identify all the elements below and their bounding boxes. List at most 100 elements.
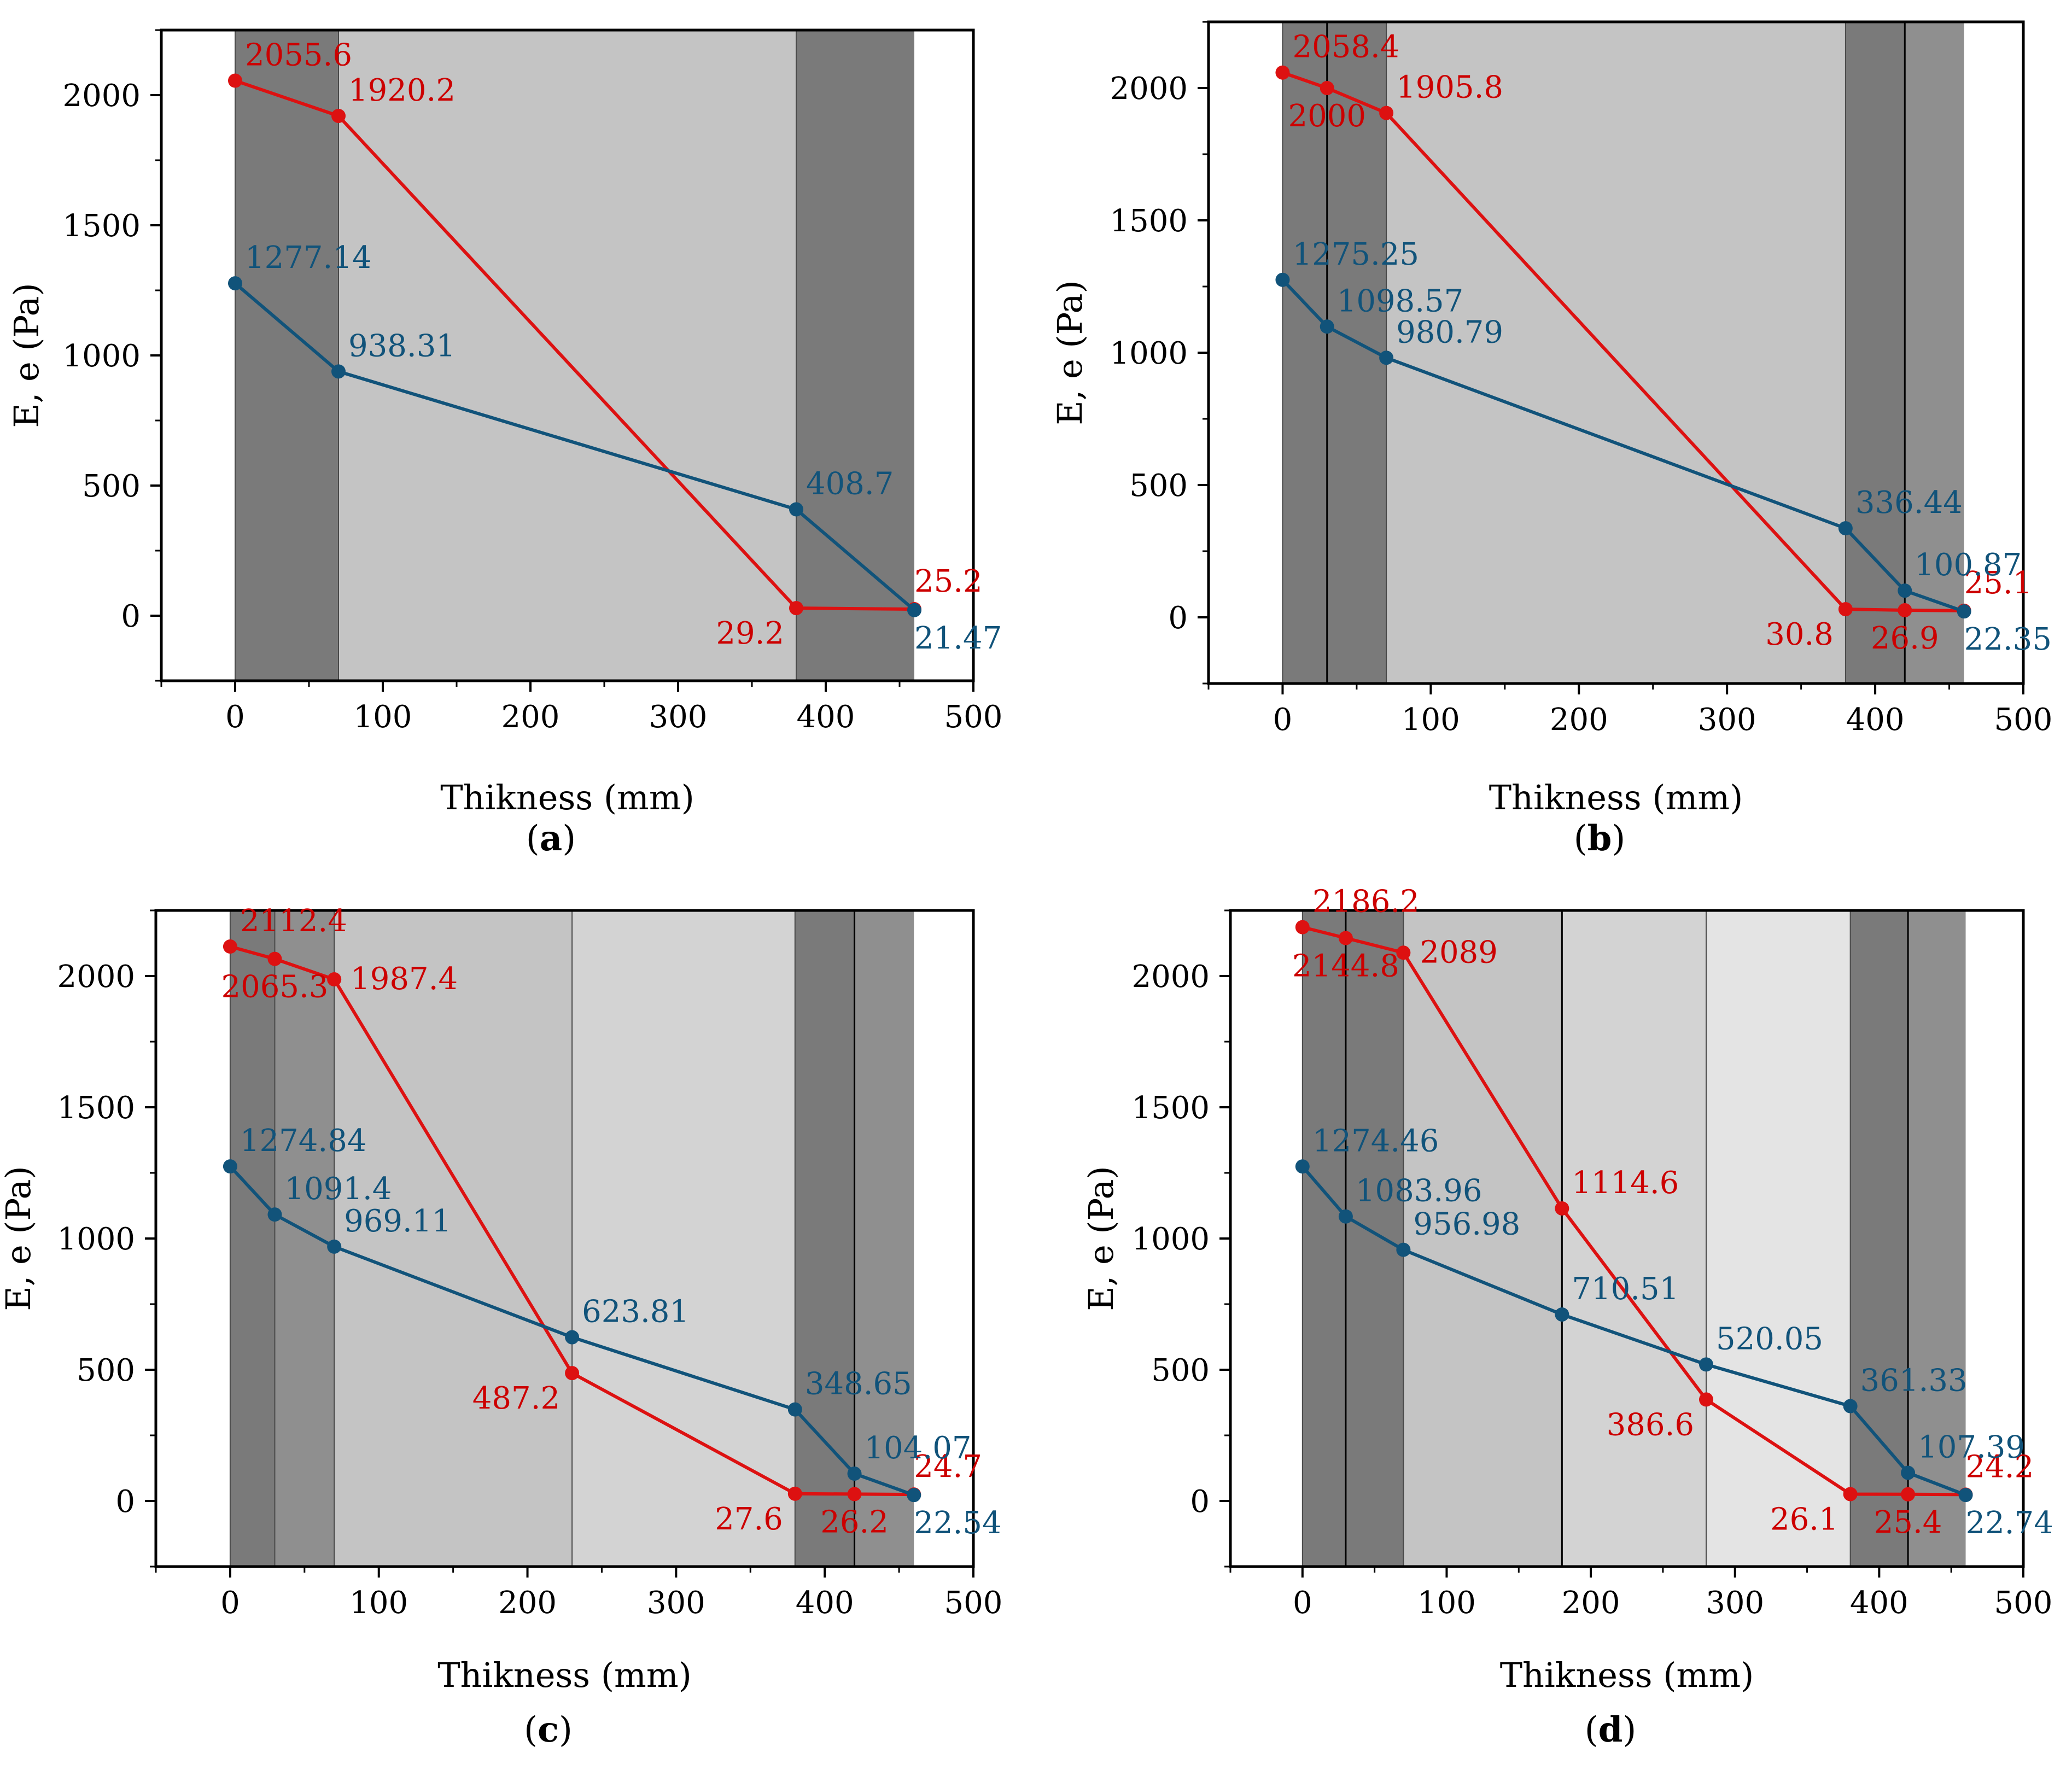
- data-label: 1905.8: [1396, 70, 1503, 106]
- x-axis: 0 100 200 300 400 500: [1229, 1567, 2053, 1621]
- y-tick-label: 500: [1151, 1353, 1210, 1388]
- x-tick-label: 100: [354, 699, 412, 735]
- data-point: [1379, 106, 1394, 120]
- x-tick-label: 400: [1850, 1585, 1908, 1621]
- series-E: 2058.4 2000 1905.8 30.8 26.9 25.1: [1275, 30, 2032, 656]
- data-point: [1843, 1487, 1858, 1502]
- data-label: 25.1: [1964, 565, 2033, 601]
- layer-band: [230, 910, 275, 1567]
- data-point: [1555, 1307, 1569, 1322]
- layer-band: [1386, 22, 1846, 684]
- x-axis: 0 100 200 300 400 500: [160, 681, 1002, 735]
- data-point: [223, 1159, 237, 1174]
- x-tick-label: 0: [1273, 702, 1293, 738]
- data-label: 1277.14: [245, 240, 372, 276]
- x-tick-label: 0: [1293, 1585, 1312, 1621]
- x-tick-label: 0: [225, 699, 245, 735]
- y-axis: 0 500 1000 1500 2000: [57, 909, 156, 1568]
- data-point: [1838, 521, 1853, 536]
- data-label: 1274.46: [1312, 1123, 1439, 1159]
- x-tick-label: 400: [1846, 702, 1905, 738]
- data-label: 710.51: [1572, 1271, 1679, 1307]
- data-label: 26.9: [1871, 621, 1939, 656]
- x-tick-label: 200: [498, 1585, 557, 1621]
- data-point: [787, 1486, 802, 1501]
- layer-band: [795, 910, 855, 1567]
- layer-bands: [235, 30, 914, 681]
- data-point: [1320, 81, 1334, 95]
- data-point: [1555, 1201, 1569, 1216]
- data-point: [228, 276, 242, 291]
- layer-band: [1908, 910, 1966, 1567]
- data-point: [1379, 351, 1394, 365]
- data-point: [565, 1366, 580, 1381]
- y-tick-label: 0: [1168, 600, 1188, 636]
- data-label: 969.11: [344, 1204, 451, 1239]
- data-label: 487.2: [472, 1381, 560, 1416]
- x-tick-label: 400: [796, 1585, 854, 1621]
- data-point: [228, 73, 242, 88]
- layer-band: [235, 30, 338, 681]
- data-point: [327, 972, 342, 987]
- y-tick-label: 1500: [1131, 1090, 1210, 1126]
- data-label: 361.33: [1860, 1363, 1968, 1399]
- x-axis-title: Thikness (mm): [440, 778, 694, 817]
- data-point: [1396, 1242, 1411, 1257]
- panel-label: (d): [1585, 1709, 1637, 1750]
- data-label: 30.8: [1765, 617, 1834, 652]
- y-tick-label: 1000: [1131, 1222, 1210, 1257]
- data-label: 1114.6: [1572, 1165, 1679, 1201]
- y-tick-label: 0: [115, 1484, 135, 1520]
- y-tick-label: 1000: [62, 338, 141, 374]
- data-label: 1274.84: [240, 1123, 367, 1159]
- panel-b: 0 100 200 300 400 500 0 500 1000 1500 2000 Thikness…: [1050, 20, 2052, 859]
- y-axis-title: E, e (Pa): [1081, 1166, 1121, 1311]
- x-tick-label: 200: [1550, 702, 1608, 738]
- data-label: 25.2: [914, 564, 983, 599]
- data-point: [331, 364, 346, 379]
- x-tick-label: 300: [1706, 1585, 1764, 1621]
- data-label: 938.31: [348, 328, 456, 364]
- data-point: [847, 1467, 862, 1481]
- data-label: 2144.8: [1292, 948, 1399, 984]
- series-line: [1301, 1165, 1966, 1497]
- data-point: [1295, 1159, 1310, 1174]
- x-tick-label: 500: [1994, 1585, 2053, 1621]
- layer-bands: [1301, 910, 1966, 1567]
- data-label: 1091.4: [284, 1171, 392, 1207]
- layer-band: [1345, 910, 1404, 1567]
- data-label: 1275.25: [1292, 237, 1419, 272]
- data-label: 2065.3: [221, 969, 328, 1005]
- panel-d: 0 100 200 300 400 500 0 500 1000 1500 2000 Thikness…: [1081, 884, 2053, 1750]
- y-tick-label: 1000: [57, 1222, 135, 1257]
- data-point: [565, 1330, 580, 1345]
- data-point: [223, 939, 237, 954]
- x-tick-label: 0: [220, 1585, 240, 1621]
- data-label: 104.07: [865, 1430, 972, 1466]
- data-point: [327, 1239, 342, 1254]
- x-axis-title: Thikness (mm): [1489, 778, 1743, 817]
- x-axis-title: Thikness (mm): [1500, 1655, 1754, 1695]
- layer-bands: [1282, 22, 1964, 684]
- layer-band: [334, 910, 573, 1567]
- panel-letter: c: [538, 1709, 559, 1750]
- data-point: [907, 1488, 921, 1503]
- x-tick-label: 400: [797, 699, 855, 735]
- data-point: [1838, 602, 1853, 617]
- data-label: 24.2: [1966, 1449, 2034, 1485]
- data-label: 2089: [1420, 934, 1498, 970]
- data-label: 24.7: [914, 1449, 982, 1485]
- x-tick-label: 300: [647, 1585, 705, 1621]
- data-point: [267, 951, 282, 966]
- data-label: 25.4: [1874, 1505, 1942, 1540]
- data-label: 22.54: [914, 1505, 1001, 1541]
- x-tick-label: 300: [649, 699, 708, 735]
- y-tick-label: 500: [1129, 468, 1188, 504]
- panel-label: (c): [524, 1709, 573, 1750]
- layer-band: [1850, 910, 1908, 1567]
- data-label: 107.39: [1918, 1429, 2025, 1465]
- y-tick-label: 1500: [1110, 203, 1188, 239]
- data-label: 386.6: [1607, 1407, 1694, 1442]
